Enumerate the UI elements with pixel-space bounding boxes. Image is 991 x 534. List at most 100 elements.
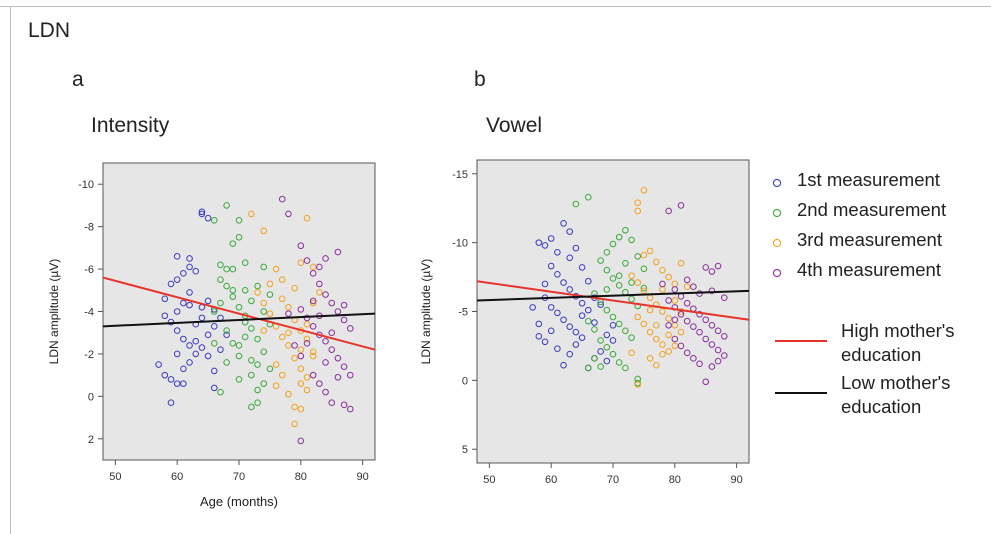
scatter-point xyxy=(278,276,286,283)
scatter-point xyxy=(547,327,555,335)
scatter-point xyxy=(646,328,654,336)
scatter-point xyxy=(708,363,716,370)
scatter-point xyxy=(297,306,305,313)
scatter-point xyxy=(285,310,292,317)
scatter-point xyxy=(173,380,181,387)
scatter-point xyxy=(566,254,574,262)
scatter-point xyxy=(322,359,329,366)
scatter-point xyxy=(167,399,175,407)
scatter-point xyxy=(278,195,286,203)
scatter-point xyxy=(248,356,255,364)
scatter-point xyxy=(260,308,268,315)
scatter-point xyxy=(535,320,543,328)
scatter-point xyxy=(634,199,642,206)
y-tick-label: -4 xyxy=(84,307,94,319)
scatter-point xyxy=(235,376,243,383)
scatter-point xyxy=(297,242,305,250)
scatter-point xyxy=(297,346,305,353)
scatter-point xyxy=(584,306,592,314)
scatter-point xyxy=(291,420,298,428)
scatter-point xyxy=(204,331,212,339)
scatter-point xyxy=(217,299,224,307)
scatter-point xyxy=(303,373,311,381)
legend-marker-circle xyxy=(772,238,782,248)
y-tick-label: -15 xyxy=(452,169,468,181)
scatter-point xyxy=(223,265,230,273)
scatter-point xyxy=(248,297,255,305)
scatter-point xyxy=(340,363,348,370)
scatter-point xyxy=(714,262,722,270)
scatter-point xyxy=(180,365,187,373)
scatter-point xyxy=(683,317,691,325)
scatter-point xyxy=(646,306,654,314)
scatter-point xyxy=(210,340,218,347)
scatter-point xyxy=(640,187,648,194)
scatter-panel-a: -10 -8 -6 -4 -2 0 2 50 60 70 80 90 LDN amplitude (µV… xyxy=(47,162,376,509)
scatter-point xyxy=(566,228,574,235)
scatter-point xyxy=(634,381,642,388)
scatter-point xyxy=(285,390,292,398)
scatter-point xyxy=(603,344,611,351)
scatter-point xyxy=(210,323,218,330)
scatter-point xyxy=(560,279,567,286)
scatter-point xyxy=(622,259,629,267)
scatter-point xyxy=(241,259,249,267)
legend-label-high-line2: education xyxy=(841,344,922,365)
x-tick-label: 70 xyxy=(607,474,619,486)
scatter-point xyxy=(334,308,342,315)
x-tick-label: 60 xyxy=(171,471,183,483)
scatter-point xyxy=(708,268,716,275)
scatter-point xyxy=(173,308,181,315)
scatter-point xyxy=(659,280,666,288)
scatter-point xyxy=(677,342,685,350)
scatter-point xyxy=(297,365,305,373)
scatter-point xyxy=(303,257,311,264)
scatter-point xyxy=(597,363,604,370)
scatter-point xyxy=(566,286,574,293)
scatter-point xyxy=(254,399,261,407)
legend-marker-1st xyxy=(771,176,783,194)
scatter-point xyxy=(161,295,169,303)
scatter-point xyxy=(254,386,261,394)
scatter-point xyxy=(615,233,623,241)
scatter-point xyxy=(210,384,218,392)
scatter-point xyxy=(186,255,193,262)
scatter-point xyxy=(155,361,162,368)
scatter-point xyxy=(609,275,617,282)
scatter-point xyxy=(560,361,567,369)
scatter-point xyxy=(309,352,317,360)
scatter-point xyxy=(702,316,710,324)
x-tick-label: 90 xyxy=(731,474,743,486)
scatter-point xyxy=(235,233,243,241)
scatter-point xyxy=(210,216,218,224)
scatter-point xyxy=(671,286,679,293)
scatter-point xyxy=(622,327,629,335)
scatter-point xyxy=(322,291,329,298)
scatter-point xyxy=(210,367,218,375)
scatter-point xyxy=(167,280,175,288)
scatter-point xyxy=(584,193,592,201)
scatter-point xyxy=(248,403,255,411)
legend-label-4th: 4th measurement xyxy=(797,259,941,280)
scatter-point xyxy=(346,405,354,413)
scatter-point xyxy=(584,277,592,285)
scatter-point xyxy=(615,282,623,289)
scatter-point xyxy=(173,350,181,358)
scatter-point xyxy=(291,284,298,292)
scatter-point xyxy=(640,251,648,259)
scatter-point xyxy=(591,355,598,362)
scatter-point xyxy=(346,371,354,379)
scatter-point xyxy=(186,301,193,309)
scatter-point xyxy=(560,220,567,227)
scatter-point xyxy=(671,297,679,304)
scatter-point xyxy=(659,308,666,315)
x-tick-label: 50 xyxy=(109,471,121,483)
legend-label-low-line2: education xyxy=(841,396,922,417)
scatter-point xyxy=(309,299,317,307)
scatter-point xyxy=(541,338,549,346)
scatter-point xyxy=(690,283,697,291)
scatter-point xyxy=(584,364,592,372)
legend-label-low-line1: Low mother's xyxy=(841,372,951,393)
scatter-point xyxy=(597,337,604,344)
scatter-point xyxy=(272,265,280,273)
